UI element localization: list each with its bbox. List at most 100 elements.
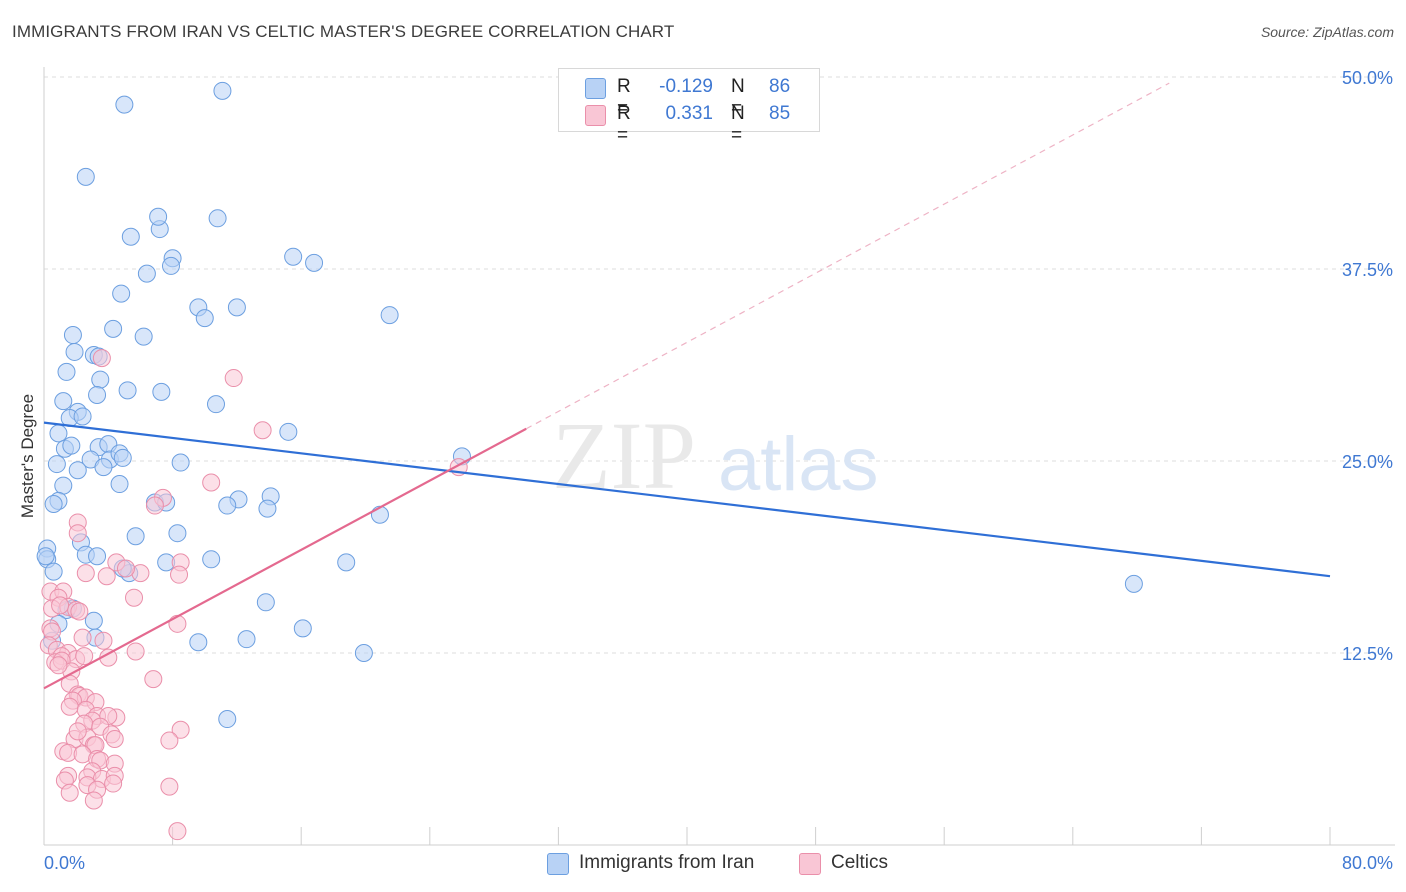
data-point-celtics (105, 730, 124, 749)
data-point-iran (134, 327, 153, 346)
data-point-iran (94, 458, 113, 477)
legend-r-label: R = (617, 103, 631, 146)
legend-label-celtics: Celtics (831, 852, 889, 873)
axes (43, 67, 1395, 846)
data-point-iran (54, 392, 73, 411)
data-point-iran (189, 633, 208, 652)
x-tick-label: 80.0% (1342, 853, 1393, 873)
data-point-iran (68, 461, 87, 480)
data-point-iran (137, 264, 156, 283)
trend-lines (43, 82, 1331, 690)
data-point-celtics (76, 564, 95, 583)
data-point-iran (88, 547, 107, 566)
data-point-iran (57, 362, 76, 381)
data-point-iran (207, 395, 226, 414)
data-point-iran (237, 630, 256, 649)
series-celtics-points (39, 349, 468, 841)
data-point-iran (152, 382, 171, 401)
data-point-celtics (126, 642, 145, 661)
source-credit: Source: ZipAtlas.com (1260, 24, 1394, 40)
data-point-celtics (68, 524, 87, 543)
legend-label-iran: Immigrants from Iran (579, 852, 755, 873)
legend-n-label: N = (731, 76, 745, 119)
legend-r-value: -0.129 (659, 76, 713, 97)
data-point-iran (62, 436, 81, 455)
legend-swatch-iran (547, 853, 569, 875)
data-point-iran (91, 370, 110, 389)
data-point-celtics (70, 602, 89, 621)
data-point-iran (208, 209, 227, 228)
chart-title: IMMIGRANTS FROM IRAN VS CELTIC MASTER'S … (12, 22, 675, 41)
data-point-iran (44, 562, 63, 581)
data-point-iran (44, 495, 63, 514)
data-point-iran (218, 710, 237, 729)
legend-r-value: 0.331 (665, 103, 713, 124)
data-point-iran (284, 247, 303, 266)
data-point-celtics (170, 565, 189, 584)
data-point-celtics (145, 496, 164, 515)
data-point-iran (227, 298, 246, 317)
data-point-iran (202, 550, 221, 569)
data-point-celtics (68, 722, 87, 741)
watermark-atlas: atlas (718, 422, 879, 507)
data-point-iran (258, 499, 277, 518)
data-point-iran (218, 496, 237, 515)
data-point-iran (279, 422, 298, 441)
legend-n-value: 85 (769, 103, 791, 124)
data-point-iran (213, 81, 232, 100)
data-point-iran (110, 475, 129, 494)
data-point-iran (354, 644, 373, 662)
data-point-celtics (144, 670, 163, 689)
data-point-iran (47, 455, 66, 474)
series-legend: Immigrants from Iran Celtics (0, 851, 1406, 877)
data-point-iran (168, 524, 187, 543)
y-tick-label: 12.5% (1342, 644, 1393, 664)
data-point-iran (118, 381, 137, 400)
data-point-iran (256, 593, 275, 612)
data-point-iran (49, 424, 68, 443)
data-point-celtics (253, 421, 272, 440)
y-tick-label: 50.0% (1342, 68, 1393, 88)
data-point-iran (149, 207, 168, 226)
y-tick-label: 25.0% (1342, 452, 1393, 472)
data-point-celtics (84, 791, 103, 810)
trend-line-celtics (43, 427, 527, 690)
data-point-celtics (160, 731, 179, 750)
data-point-celtics (202, 473, 221, 492)
data-point-celtics (60, 697, 79, 716)
data-point-iran (88, 385, 107, 404)
data-point-iran (63, 326, 82, 345)
data-point-celtics (224, 369, 243, 388)
legend-swatch-iran (585, 78, 606, 99)
data-point-iran (337, 553, 356, 572)
data-point-iran (112, 284, 131, 303)
data-point-celtics (51, 596, 70, 615)
data-point-iran (293, 619, 312, 638)
data-point-celtics (60, 783, 79, 802)
data-point-celtics (94, 631, 113, 650)
data-point-iran (126, 527, 145, 546)
data-point-iran (36, 547, 55, 566)
data-point-celtics (73, 628, 92, 647)
data-point-celtics (171, 720, 190, 739)
data-point-iran (1124, 574, 1143, 593)
data-point-celtics (125, 588, 144, 607)
data-point-celtics (116, 559, 135, 578)
trend-line-celtics-extension (525, 82, 1170, 430)
data-point-iran (76, 167, 95, 186)
watermark: ZIP atlas (552, 402, 879, 509)
data-points (36, 81, 1143, 841)
data-point-celtics (168, 614, 187, 633)
correlation-legend: R = -0.129 N = 86 R = 0.331 N = 85 (558, 68, 820, 146)
data-point-iran (73, 407, 92, 426)
data-point-celtics (104, 774, 123, 793)
data-point-iran (54, 476, 73, 495)
data-point-iran (195, 309, 214, 328)
data-point-iran (84, 611, 103, 630)
data-point-iran (113, 448, 132, 467)
data-point-celtics (75, 647, 94, 666)
y-tick-label: 37.5% (1342, 260, 1393, 280)
x-tick-label: 0.0% (44, 853, 85, 873)
data-point-iran (171, 453, 190, 472)
